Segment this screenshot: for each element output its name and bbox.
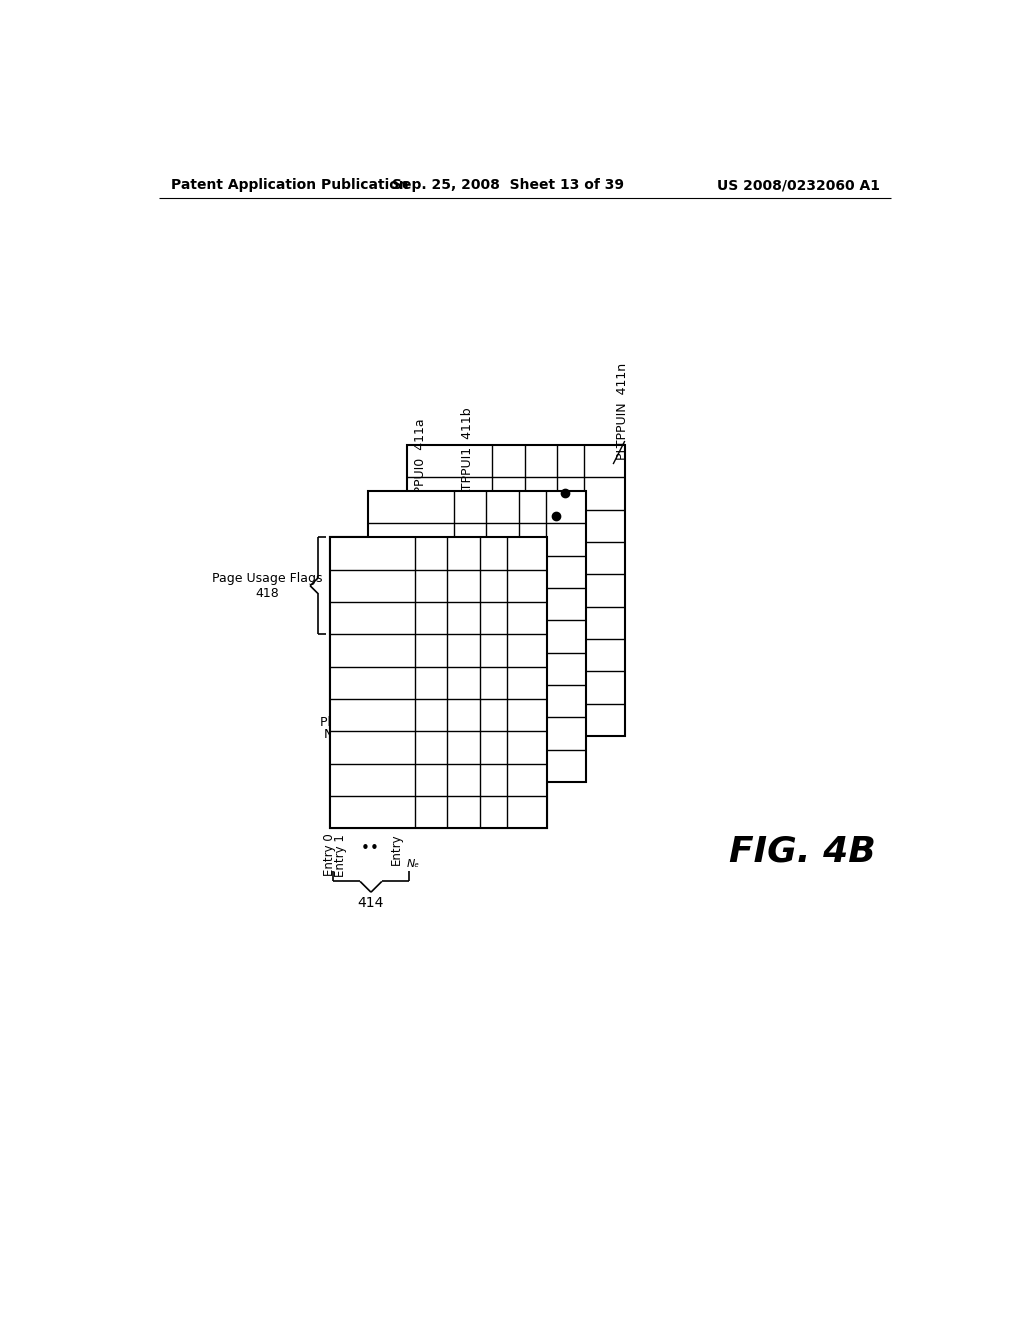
Text: •: • xyxy=(360,841,370,857)
Text: Nₑ: Nₑ xyxy=(407,859,420,869)
Text: FIG. 4B: FIG. 4B xyxy=(729,834,876,869)
Text: Entry 0: Entry 0 xyxy=(323,834,336,876)
Text: PN: PN xyxy=(396,548,412,558)
Text: Physical Block: Physical Block xyxy=(319,715,409,729)
Text: PLTPPUI1  411b: PLTPPUI1 411b xyxy=(461,407,474,503)
Text: Entry: Entry xyxy=(390,834,403,866)
Text: US 2008/0232060 A1: US 2008/0232060 A1 xyxy=(717,178,880,193)
Text: PLTPPUI0  411a: PLTPPUI0 411a xyxy=(414,418,427,515)
Text: Patent Application Publication: Patent Application Publication xyxy=(171,178,409,193)
Bar xyxy=(330,537,547,829)
Text: Number  416: Number 416 xyxy=(324,727,406,741)
Text: PLTPPUIN  411n: PLTPPUIN 411n xyxy=(615,363,629,461)
Bar xyxy=(407,445,625,737)
Text: P1: P1 xyxy=(398,581,412,591)
Bar xyxy=(369,491,586,781)
Text: •: • xyxy=(398,557,407,573)
Text: Entry 1: Entry 1 xyxy=(334,834,346,876)
Text: •: • xyxy=(398,566,407,582)
Text: 418: 418 xyxy=(256,587,280,601)
Text: Page Usage Flags: Page Usage Flags xyxy=(212,572,323,585)
Text: 414: 414 xyxy=(357,896,384,909)
Bar xyxy=(330,537,547,829)
Text: p: p xyxy=(413,553,418,562)
Text: •: • xyxy=(370,841,379,857)
Text: P0: P0 xyxy=(398,612,412,623)
Text: Sep. 25, 2008  Sheet 13 of 39: Sep. 25, 2008 Sheet 13 of 39 xyxy=(392,178,624,193)
